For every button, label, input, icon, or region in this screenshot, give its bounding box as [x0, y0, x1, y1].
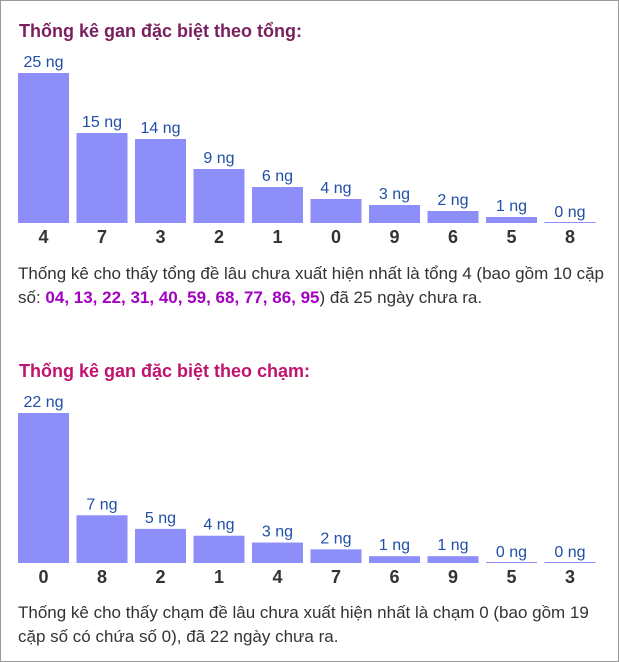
bar-9	[369, 205, 420, 223]
value-label-9: 3 ng	[379, 186, 410, 203]
bar-zero-line-8	[544, 222, 596, 223]
value-label-4: 25 ng	[23, 54, 63, 71]
bar-3	[135, 139, 186, 223]
category-label-7: 7	[97, 227, 107, 247]
value-label-8: 7 ng	[86, 496, 117, 513]
value-label-3: 0 ng	[554, 544, 585, 561]
summary-text-cham: Thống kê cho thấy chạm đề lâu chưa xuất …	[18, 603, 589, 646]
value-label-5: 1 ng	[496, 198, 527, 215]
category-label-4: 4	[38, 227, 48, 247]
value-label-2: 9 ng	[203, 150, 234, 167]
bar-5	[486, 217, 537, 223]
bar-9	[427, 556, 479, 563]
number-pairs-highlight: 04, 13, 22, 31, 40, 59, 68, 77, 86, 95	[45, 288, 320, 307]
value-label-8: 0 ng	[554, 204, 585, 221]
bar-zero-line-5	[486, 562, 537, 563]
category-label-8: 8	[97, 567, 107, 587]
value-label-7: 2 ng	[320, 530, 351, 547]
category-label-2: 2	[155, 567, 165, 587]
bar-2	[193, 169, 245, 223]
category-label-9: 9	[448, 567, 458, 587]
summary-text-tong: Thống kê cho thấy tổng đề lâu chưa xuất …	[18, 262, 608, 310]
value-label-3: 14 ng	[140, 120, 180, 137]
bar-1	[193, 535, 245, 563]
category-label-1: 1	[272, 227, 282, 247]
category-label-5: 5	[506, 567, 516, 587]
bar-chart-cham: 22 ng 0 7 ng 8 5 ng 2 4 ng 1 3 ng 4 2 ng 7 1 ng 6 1 ng…	[18, 394, 596, 587]
value-label-0: 4 ng	[320, 180, 351, 197]
category-label-0: 0	[331, 227, 341, 247]
value-label-0: 22 ng	[23, 394, 63, 411]
category-label-5: 5	[506, 227, 516, 247]
value-label-9: 1 ng	[437, 537, 468, 554]
section-title-cham: Thống kê gan đặc biệt theo chạm:	[19, 361, 311, 381]
value-label-4: 3 ng	[262, 524, 293, 541]
category-label-7: 7	[331, 567, 341, 587]
category-label-6: 6	[448, 227, 458, 247]
category-label-2: 2	[214, 227, 224, 247]
bar-0	[18, 413, 69, 563]
category-label-1: 1	[214, 567, 224, 587]
section-title-tong: Thống kê gan đặc biệt theo tổng:	[19, 21, 302, 41]
category-label-8: 8	[565, 227, 575, 247]
bar-zero-line-3	[544, 562, 596, 563]
value-label-5: 0 ng	[496, 544, 527, 561]
bar-8	[76, 515, 128, 563]
bar-2	[135, 528, 186, 563]
category-label-0: 0	[38, 567, 48, 587]
bar-0	[310, 199, 362, 223]
category-label-9: 9	[389, 227, 399, 247]
category-label-6: 6	[389, 567, 399, 587]
value-label-2: 5 ng	[145, 510, 176, 527]
bar-6	[369, 556, 420, 563]
bar-7	[76, 133, 128, 223]
value-label-1: 4 ng	[203, 517, 234, 534]
value-label-6: 2 ng	[437, 192, 468, 209]
summary-text-tong-before: Thống kê cho thấy tổng đề lâu chưa xuất …	[18, 264, 605, 307]
bar-4	[252, 542, 303, 563]
value-label-1: 6 ng	[262, 168, 293, 185]
category-label-3: 3	[565, 567, 575, 587]
bar-7	[310, 549, 362, 563]
category-label-3: 3	[155, 227, 165, 247]
value-label-6: 1 ng	[379, 537, 410, 554]
category-label-4: 4	[272, 567, 282, 587]
bar-4	[18, 73, 69, 223]
bar-1	[252, 187, 303, 223]
value-label-7: 15 ng	[82, 114, 122, 131]
bar-6	[427, 211, 479, 223]
summary-text-tong-after: ) đã 25 ngày chưa ra.	[319, 288, 483, 307]
